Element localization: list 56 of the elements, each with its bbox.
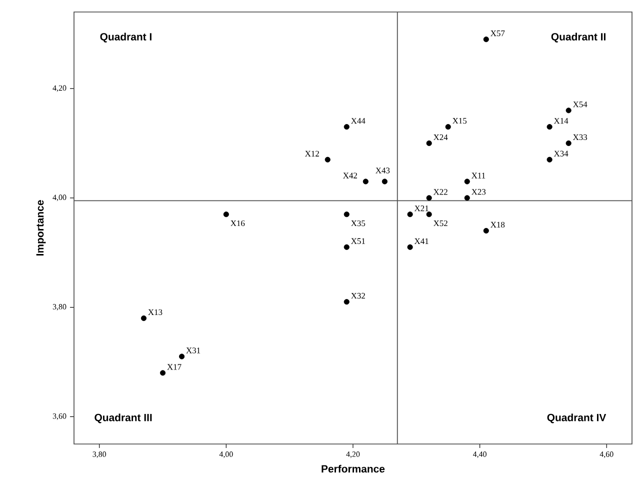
- point: [179, 354, 185, 360]
- point: [223, 212, 229, 218]
- point: [382, 178, 388, 184]
- point: [160, 370, 166, 376]
- point: [426, 212, 432, 218]
- point: [566, 140, 572, 146]
- point: [546, 156, 552, 162]
- point: [426, 140, 432, 146]
- annotation: X33: [572, 134, 588, 140]
- point: [483, 228, 489, 234]
- annotation: X52: [433, 220, 448, 226]
- annotation: X23: [472, 189, 486, 195]
- annotation: Quadrant III: [94, 414, 152, 424]
- annotation: X35: [351, 220, 366, 226]
- annotation: X22: [433, 189, 448, 195]
- annotation: X44: [351, 118, 366, 124]
- x-axis-title: Performance: [322, 464, 385, 473]
- annotation: X43: [376, 168, 390, 174]
- point: [140, 315, 147, 322]
- annotation: X51: [351, 238, 365, 244]
- point: [344, 124, 350, 130]
- annotation: X34: [554, 150, 568, 156]
- annotation: Quadrant II: [551, 32, 606, 42]
- annotation: X57: [490, 30, 505, 36]
- annotation: X42: [343, 172, 357, 178]
- annotation: X41: [414, 238, 428, 244]
- point: [483, 36, 489, 42]
- point: [344, 212, 350, 218]
- point: [407, 212, 413, 218]
- point: [362, 178, 368, 184]
- annotation: X13: [148, 309, 162, 316]
- point: [445, 124, 451, 130]
- point: [546, 124, 552, 130]
- annotation: X32: [351, 292, 365, 299]
- annotation: X11: [472, 172, 486, 178]
- annotation: X31: [186, 348, 200, 354]
- annotation: Quadrant I: [100, 32, 152, 42]
- annotation: X14: [554, 118, 568, 124]
- annotation: X21: [414, 206, 428, 212]
- annotation: X24: [433, 134, 448, 140]
- point: [344, 244, 350, 250]
- y-axis-title: Importance: [36, 200, 46, 256]
- annotation: X15: [452, 118, 467, 124]
- point: [324, 156, 330, 162]
- annotation: Quadrant IV: [547, 414, 606, 424]
- annotation: X12: [305, 150, 319, 156]
- point: [344, 299, 350, 305]
- point: [464, 178, 470, 184]
- annotation: X16: [230, 220, 245, 226]
- point: [407, 244, 413, 250]
- annotation: X17: [167, 364, 182, 370]
- point: [566, 108, 572, 114]
- annotation: X54: [572, 102, 588, 108]
- point: [426, 195, 432, 201]
- annotation: X18: [490, 222, 505, 228]
- point: [464, 195, 470, 201]
